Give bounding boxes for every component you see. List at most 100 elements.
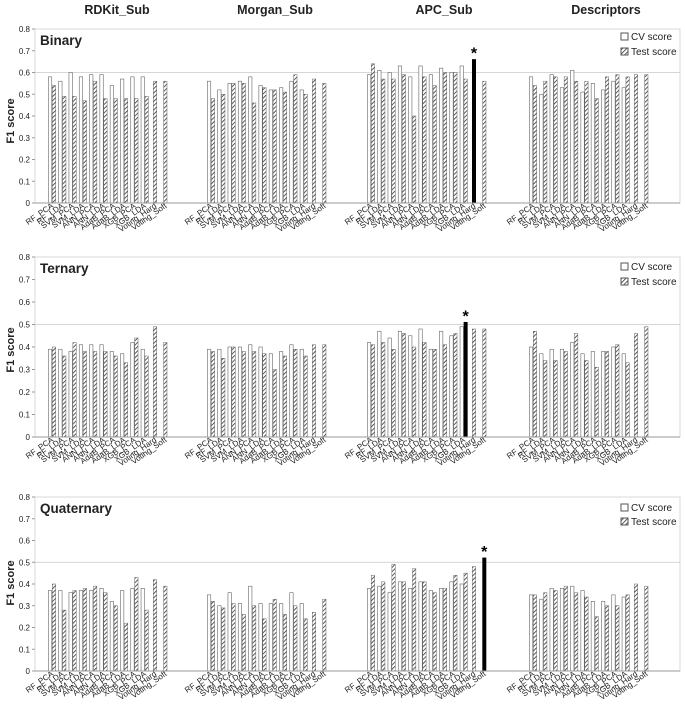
bar-cv-score	[99, 344, 104, 438]
bar-cv-score	[408, 588, 413, 672]
bar-cv-score	[459, 583, 464, 672]
bar-cv-score	[268, 89, 273, 204]
bar-test-score	[543, 360, 548, 438]
bar-test-score	[103, 592, 108, 672]
bar-test-score	[574, 80, 579, 204]
bar-cv-score	[367, 588, 372, 672]
bar-cv-score	[58, 590, 63, 672]
bar-cv-score	[459, 326, 464, 438]
bar-cv-score	[601, 601, 606, 672]
y-tick-label: 0.6	[19, 537, 31, 546]
bar-test-score	[303, 94, 308, 204]
bar-test-score	[634, 583, 638, 672]
y-tick-label: 0.8	[19, 25, 31, 34]
best-marker: *	[463, 308, 470, 325]
bar-cv-score	[397, 65, 402, 204]
bar-test-score	[52, 85, 56, 204]
bar-test-score	[401, 74, 406, 204]
bar-cv-score	[68, 351, 73, 438]
bar-test-score	[163, 585, 168, 672]
bar-test-score	[322, 344, 327, 438]
bar-test-score	[422, 342, 427, 438]
bar-test-score	[615, 344, 620, 438]
bar-test-score	[453, 575, 458, 672]
bar-test-score	[391, 349, 396, 438]
bar-cv-score	[58, 348, 63, 438]
legend: CV score Test score	[620, 262, 677, 288]
bar-test-score	[533, 85, 537, 204]
y-tick-label: 0.8	[19, 493, 31, 502]
bar-test-score	[103, 98, 108, 204]
y-tick-label: 0.3	[19, 366, 31, 375]
bar-test-score	[144, 609, 149, 672]
y-tick-label: 0.3	[19, 134, 31, 143]
y-tick-label: 0.6	[19, 69, 31, 78]
legend-cv-label: CV score	[631, 503, 673, 514]
bar-cv-score	[439, 330, 444, 438]
bar-cv-score	[120, 78, 125, 204]
bar-cv-score	[539, 598, 544, 672]
bar-test-score	[543, 592, 548, 672]
bar-test-score	[62, 96, 67, 204]
bar-test-score	[134, 577, 139, 672]
legend-cv-label: CV score	[631, 32, 673, 43]
legend-test-label: Test score	[631, 47, 677, 58]
bar-test-score	[62, 355, 67, 438]
bar-test-score	[93, 585, 98, 672]
bar-plot: 00.10.20.30.40.50.60.70.8RF_PCARF_LDASVM…	[19, 493, 681, 702]
bar-test-score	[241, 614, 246, 672]
bar-test-score	[221, 607, 226, 672]
bar-test-score	[422, 581, 427, 672]
bar-cv-score	[109, 85, 114, 204]
bar-cv-score	[140, 76, 145, 204]
bar-cv-score	[549, 588, 554, 672]
bar-cv-score	[299, 603, 304, 672]
bar-test-score	[272, 89, 277, 204]
bar-test-score	[443, 72, 448, 204]
bar-cv-score	[237, 80, 242, 204]
bar-cv-score	[78, 344, 83, 438]
bar-cv-score	[99, 74, 104, 204]
bar-test-score	[231, 346, 236, 438]
bar-cv-score	[590, 351, 595, 438]
bar-cv-score	[570, 342, 575, 438]
bar-cv-score	[449, 72, 454, 204]
bar-test-score	[584, 596, 589, 672]
y-tick-label: 0.1	[19, 177, 31, 186]
bar-test-score	[293, 74, 298, 204]
bar-test-score	[211, 351, 215, 438]
column-header-descriptors: Descriptors	[571, 3, 641, 17]
y-tick-label: 0.4	[19, 580, 31, 589]
bar-test-score	[472, 566, 476, 672]
bar-test-score	[533, 331, 537, 438]
bar-cv-score	[549, 348, 554, 438]
bar-cv-score	[258, 346, 263, 438]
bar-cv-score	[367, 342, 372, 438]
bar-test-score	[422, 76, 427, 204]
bar-test-score	[381, 78, 386, 204]
y-tick-label: 0.7	[19, 276, 31, 285]
bar-cv-score	[397, 581, 402, 672]
bar-test-score	[625, 76, 630, 204]
bar-cv-score	[367, 74, 372, 204]
bar-test-score	[241, 351, 246, 438]
bar-test-score-best	[463, 321, 468, 438]
bar-test-score	[124, 98, 128, 204]
bar-cv-score	[580, 590, 585, 672]
bar-test-score	[625, 594, 630, 672]
bar-test-score	[113, 355, 118, 438]
bar-test-score	[211, 98, 215, 204]
bar-test-score	[432, 349, 437, 438]
y-tick-label: 0.7	[19, 515, 31, 524]
bar-cv-score	[549, 74, 554, 204]
bar-cv-score	[227, 83, 232, 204]
bar-test-score	[252, 605, 257, 672]
bar-test-score	[144, 355, 149, 438]
bar-cv-score	[408, 76, 413, 204]
bar-test-score	[72, 590, 77, 672]
bar-test-score	[594, 98, 599, 204]
bar-plot: 00.10.20.30.40.50.60.70.8RF_PCARF_LDASVM…	[19, 25, 681, 234]
panel-title: Ternary	[40, 261, 89, 276]
bar-cv-score	[387, 337, 392, 438]
